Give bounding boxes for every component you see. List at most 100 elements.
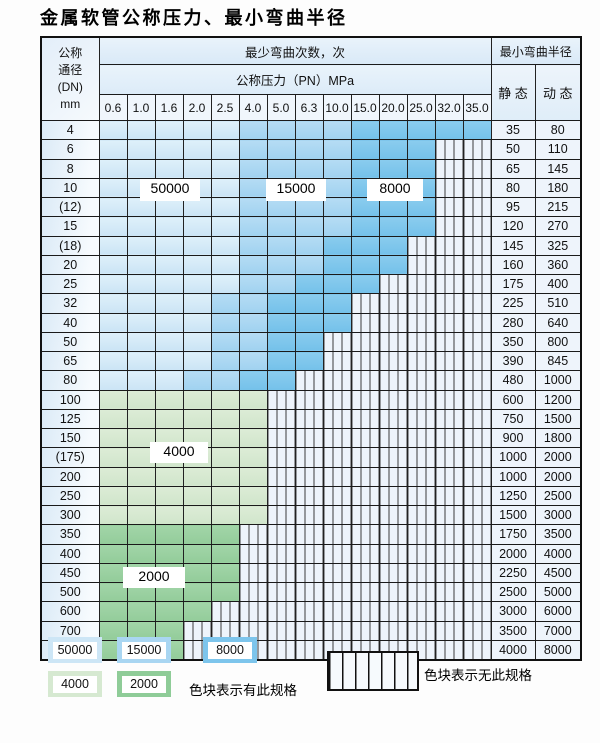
pressure-value-cell: 10.0 [322,94,352,121]
no-spec-cell [322,447,352,468]
cycle-cell-8000 [350,158,380,179]
no-spec-cell [294,524,324,545]
no-spec-note: 色块表示无此规格 [424,668,532,683]
dn-value-cell: (18) [40,235,100,256]
cycle-cell-50000 [182,235,212,256]
table-row: 150 900 1800 [40,427,582,449]
no-spec-cell [378,408,408,430]
no-spec-cell [266,562,296,584]
cycle-label-2000: 2000 [123,567,185,588]
no-spec-cell [322,389,352,410]
cycle-cell-4000 [98,466,128,487]
cycle-cell-15000 [238,254,268,276]
cycle-cell-4000 [154,466,184,487]
table-row: 80 480 1000 [40,370,582,391]
cycle-cell-15000 [322,216,352,237]
cycle-cell-4000 [210,447,240,468]
dynamic-radius-cell: 5000 [534,581,582,603]
table-row: 250 1250 2500 [40,485,582,507]
no-spec-cell [434,254,464,276]
no-spec-cell [406,581,436,603]
static-radius-cell: 3500 [490,620,536,641]
cycle-label-8000: 8000 [367,179,423,201]
no-spec-cell [294,620,324,641]
cycle-cell-2000 [154,543,184,564]
cycle-cell-50000 [154,254,184,276]
no-spec-cell [322,427,352,449]
dynamic-header: 动 态 [534,64,582,121]
no-spec-cell [406,273,436,295]
no-spec-cell [350,408,380,430]
static-radius-cell: 160 [490,254,536,276]
no-spec-cell [322,331,352,353]
dn-corner-line: mm [60,96,81,111]
dynamic-radius-cell: 4000 [534,543,582,564]
cycle-cell-15000 [238,119,268,141]
no-spec-cell [406,524,436,545]
static-radius-cell: 2250 [490,562,536,584]
no-spec-cell [266,466,296,487]
cycle-cell-8000 [322,312,352,333]
no-spec-cell [434,139,464,160]
cycle-cell-4000 [210,408,240,430]
cycle-cell-50000 [154,119,184,141]
cycle-cell-4000 [98,485,128,507]
pressure-value-cell: 20.0 [378,94,408,121]
cycle-cell-15000 [322,196,352,218]
cycle-cell-4000 [126,389,156,410]
no-spec-cell [462,331,492,353]
cycle-cell-8000 [350,196,380,218]
static-radius-cell: 120 [490,216,536,237]
cycle-cell-15000 [238,196,268,218]
cycle-cell-15000 [182,370,212,391]
dynamic-radius-cell: 180 [534,177,582,199]
no-spec-cell [350,427,380,449]
cycle-cell-50000 [182,331,212,353]
static-radius-cell: 3000 [490,601,536,622]
no-spec-cell [462,370,492,391]
no-spec-cell [238,562,268,584]
cycle-cell-15000 [294,235,324,256]
pressure-header: 公称压力（PN）MPa [98,64,492,95]
no-spec-cell [434,312,464,333]
dynamic-radius-cell: 400 [534,273,582,295]
cycle-cell-2000 [182,524,212,545]
no-spec-cell [378,639,408,661]
no-spec-cell [294,485,324,507]
no-spec-cell [378,427,408,449]
pressure-value-cell: 15.0 [350,94,380,121]
cycle-cell-4000 [238,389,268,410]
no-spec-cell [406,293,436,314]
cycle-cell-50000 [126,158,156,179]
no-spec-cell [350,543,380,564]
cycle-cell-50000 [154,293,184,314]
cycle-cell-2000 [210,543,240,564]
cycle-cell-50000 [210,119,240,141]
cycle-cell-15000 [210,331,240,353]
cycle-cell-15000 [210,350,240,372]
no-spec-cell [378,504,408,526]
dn-value-cell: 10 [40,177,100,199]
no-spec-cell [378,350,408,372]
table-row: 200 1000 2000 [40,466,582,487]
cycle-cell-50000 [126,216,156,237]
dynamic-radius-cell: 1000 [534,370,582,391]
cycle-cell-4000 [238,408,268,430]
cycle-cell-2000 [98,639,128,661]
cycle-cell-8000 [322,273,352,295]
no-spec-cell [434,524,464,545]
no-spec-cell [322,639,352,661]
no-spec-cell [378,524,408,545]
no-spec-cell [462,273,492,295]
no-spec-cell [434,447,464,468]
cycle-cell-50000 [182,216,212,237]
no-spec-cell [434,427,464,449]
cycle-cell-50000 [98,216,128,237]
no-spec-cell [350,524,380,545]
table-row: 125 750 1500 [40,408,582,430]
cycle-label-50000: 50000 [140,179,200,201]
no-spec-cell [322,620,352,641]
static-radius-cell: 1250 [490,485,536,507]
no-spec-cell [406,543,436,564]
cycle-cell-8000 [350,235,380,256]
